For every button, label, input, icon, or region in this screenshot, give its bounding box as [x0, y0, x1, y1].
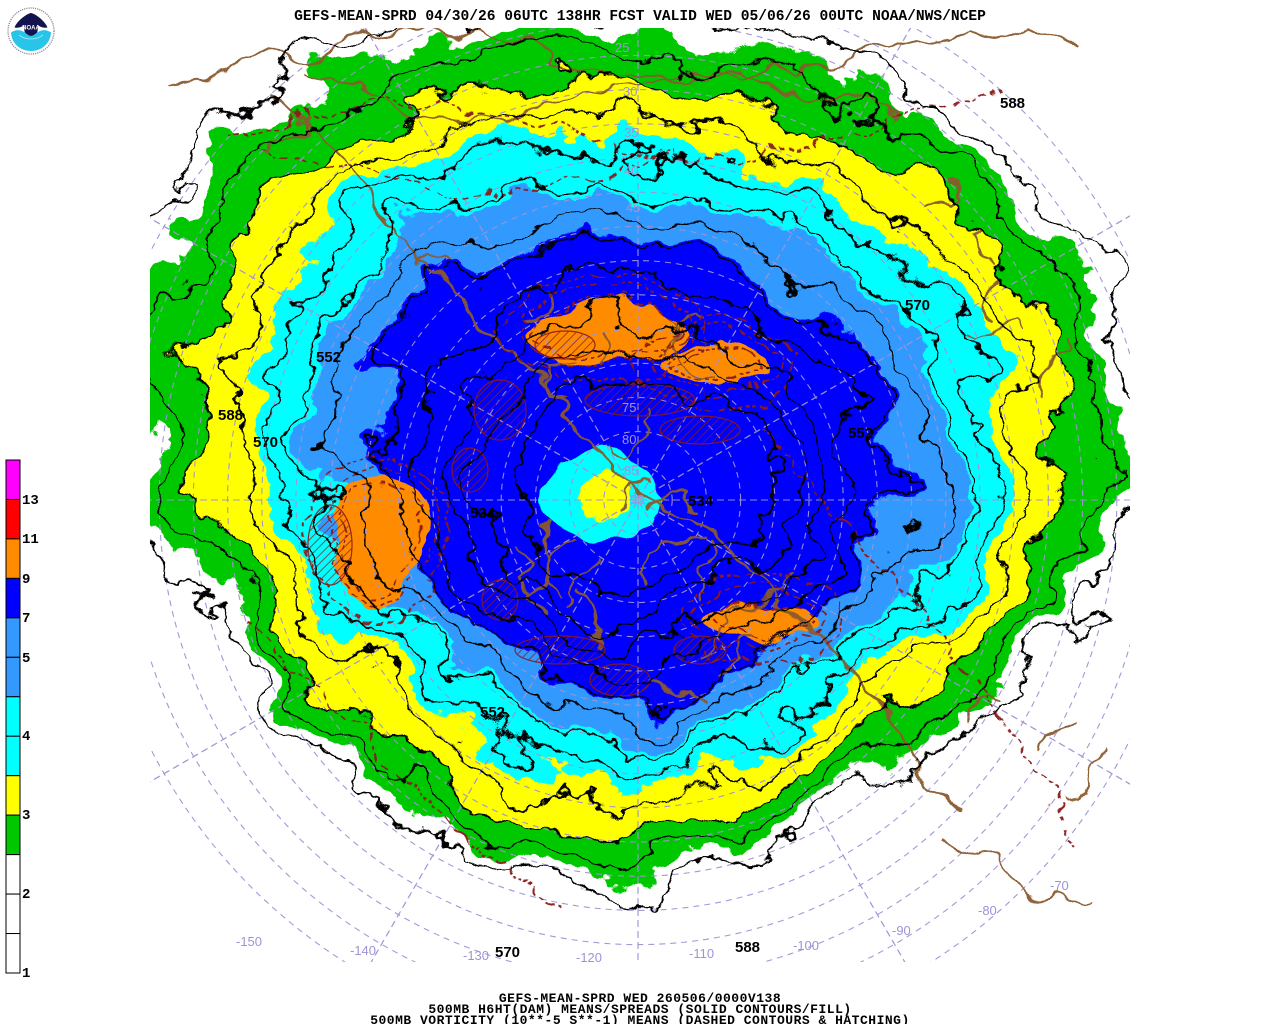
svg-text:570: 570: [495, 944, 520, 961]
svg-text:3: 3: [22, 808, 30, 824]
svg-text:-140: -140: [350, 943, 376, 958]
svg-text:25: 25: [615, 40, 629, 55]
svg-text:534: 534: [688, 493, 714, 510]
svg-text:534: 534: [470, 505, 496, 522]
svg-text:9: 9: [22, 572, 30, 588]
svg-text:570: 570: [253, 434, 278, 451]
svg-text:552: 552: [316, 349, 341, 366]
svg-text:1: 1: [22, 966, 30, 982]
svg-text:11: 11: [22, 532, 39, 548]
svg-text:552: 552: [848, 425, 873, 442]
svg-text:-80: -80: [978, 903, 997, 918]
svg-text:80: 80: [622, 432, 636, 447]
svg-text:552: 552: [480, 704, 505, 721]
svg-text:13: 13: [22, 493, 39, 509]
svg-text:-90: -90: [892, 923, 911, 938]
svg-text:588: 588: [735, 939, 760, 956]
svg-text:4: 4: [22, 729, 30, 745]
svg-text:75: 75: [622, 400, 636, 415]
svg-text:570: 570: [905, 297, 930, 314]
svg-text:35: 35: [624, 125, 638, 140]
svg-text:2: 2: [22, 887, 30, 903]
svg-text:85: 85: [624, 463, 638, 478]
svg-text:-110: -110: [689, 946, 714, 961]
svg-text:-70: -70: [1050, 878, 1069, 893]
svg-text:588: 588: [218, 407, 243, 424]
svg-text:-150: -150: [236, 934, 262, 949]
svg-text:5: 5: [22, 651, 30, 667]
svg-text:90: 90: [630, 492, 644, 507]
svg-text:30: 30: [623, 84, 637, 99]
svg-text:-100: -100: [793, 938, 819, 953]
svg-text:588: 588: [1000, 95, 1025, 112]
svg-text:45: 45: [626, 200, 640, 215]
svg-text:-120: -120: [576, 950, 602, 965]
svg-text:-130: -130: [463, 948, 489, 963]
svg-text:7: 7: [22, 611, 30, 627]
svg-text:40: 40: [624, 163, 638, 178]
